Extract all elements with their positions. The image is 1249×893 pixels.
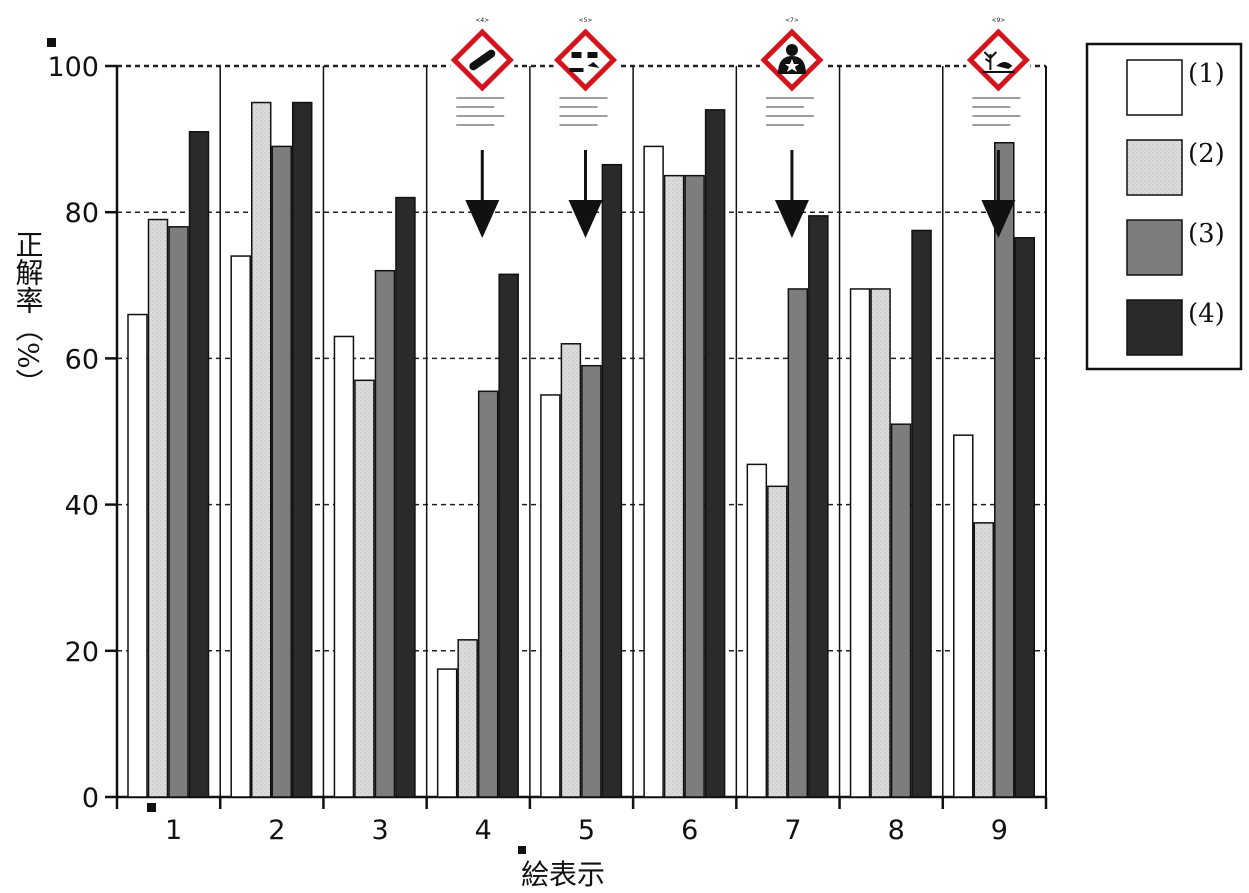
y-tick-label: 20 [65, 637, 99, 668]
down-arrow-head [465, 200, 500, 238]
legend-label: (1) [1188, 59, 1225, 89]
legend-swatch [1126, 59, 1183, 116]
burst-mark [784, 59, 799, 72]
category-separators [219, 66, 944, 797]
bar [787, 288, 809, 798]
bar [911, 229, 932, 798]
x-tick-label: 5 [578, 815, 595, 846]
bar [498, 273, 519, 798]
bar [973, 522, 995, 798]
bar [704, 109, 726, 798]
bar [684, 174, 705, 798]
x-tick-label: 6 [681, 815, 698, 846]
bar [168, 226, 189, 798]
bar [395, 196, 416, 798]
legend-label: (3) [1188, 219, 1225, 249]
bar [127, 313, 148, 798]
corrosion-icon [569, 52, 600, 72]
bar [746, 463, 768, 798]
pictogram-annotation: <4> [450, 17, 515, 238]
bar [250, 101, 272, 798]
bar [457, 639, 478, 798]
down-arrow-head [568, 200, 603, 238]
pictogram-annotation: <9> [966, 17, 1031, 238]
bar [230, 255, 251, 798]
bar [147, 218, 169, 798]
legend-swatch [1126, 219, 1183, 276]
down-arrow-head [981, 200, 1016, 238]
pictogram-diamond [966, 28, 1030, 92]
pictogram-number: <7> [785, 17, 799, 24]
scan-mark [47, 38, 56, 47]
bar [581, 364, 602, 798]
x-tick-label: 1 [165, 815, 182, 846]
bar [540, 394, 561, 798]
dead-fish [996, 62, 1013, 69]
bar [477, 390, 499, 798]
bar [333, 335, 355, 798]
gas-cylinder-icon [469, 49, 496, 71]
bar [188, 131, 210, 798]
y-tick-label: 40 [65, 491, 99, 522]
bars [127, 101, 1036, 798]
pictogram-number: <5> [579, 17, 593, 24]
pictogram-annotation: <7> [759, 17, 824, 238]
bar [643, 145, 664, 798]
y-axis-ticks: 0 20 40 60 80 100 [47, 52, 117, 814]
bar [271, 145, 292, 798]
x-tick-label: 3 [371, 815, 388, 846]
x-tick-label: 4 [475, 815, 492, 846]
bar [291, 101, 313, 798]
x-axis-title: 絵表示 [521, 858, 605, 891]
bar [870, 288, 891, 798]
x-axis-ticks: 1 2 3 4 5 6 7 8 9 [115, 797, 1048, 846]
bar [663, 174, 685, 798]
bar [808, 215, 829, 798]
bar [767, 485, 788, 798]
legend-label: (2) [1188, 139, 1225, 169]
pictogram-number: <9> [991, 17, 1005, 24]
pictogram-annotation: <5> [553, 17, 618, 238]
x-tick-label: 8 [888, 815, 905, 846]
y-tick-label: 80 [65, 198, 99, 229]
bar [849, 288, 871, 798]
health-hazard-icon [777, 44, 806, 74]
legend: (1) (2) (3) (4) [1126, 59, 1225, 356]
y-axis-title: 正解率（%） [12, 230, 45, 397]
scan-mark [147, 803, 156, 812]
dead-tree [983, 51, 998, 70]
bar [890, 423, 912, 798]
bar [560, 343, 582, 798]
bar [354, 379, 375, 798]
bar [1014, 237, 1036, 798]
pictogram-diamond [553, 28, 618, 92]
y-tick-label: 60 [65, 344, 99, 375]
bar [953, 434, 974, 798]
y-tick-label: 100 [47, 52, 99, 83]
bar [374, 269, 396, 798]
environment-icon [982, 51, 1015, 73]
bar [994, 142, 1015, 798]
legend-swatch [1126, 299, 1183, 356]
x-tick-label: 9 [991, 815, 1008, 846]
scan-mark [518, 846, 526, 854]
x-tick-label: 2 [268, 815, 285, 846]
legend-swatch [1126, 139, 1183, 196]
y-tick-label: 0 [82, 783, 99, 814]
x-tick-label: 7 [784, 815, 801, 846]
bar [601, 163, 623, 798]
bar [436, 668, 458, 798]
corrosion-shape [569, 52, 600, 72]
person-head [785, 44, 798, 56]
down-arrow-head [774, 200, 809, 238]
legend-label: (4) [1188, 299, 1225, 329]
pictogram-annotations: <4> <5> <7> <9> [450, 17, 1031, 238]
pictogram-number: <4> [475, 17, 489, 24]
cylinder-body [469, 49, 496, 71]
